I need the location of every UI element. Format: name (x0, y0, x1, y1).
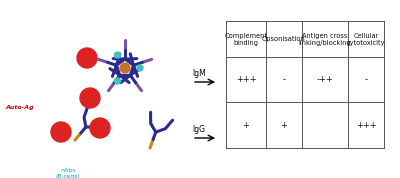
Circle shape (114, 78, 120, 84)
Circle shape (120, 63, 130, 73)
Text: +: + (242, 121, 250, 130)
Text: nAbs
(B-regs): nAbs (B-regs) (56, 168, 80, 178)
Text: Cellular
cytotoxicity: Cellular cytotoxicity (347, 33, 385, 46)
Text: Complement
binding: Complement binding (224, 33, 268, 46)
Text: Opsonisation: Opsonisation (262, 36, 306, 42)
Text: -: - (282, 75, 286, 84)
Circle shape (51, 122, 71, 142)
Text: IgG: IgG (192, 125, 205, 134)
Text: +++: +++ (356, 121, 376, 130)
Circle shape (77, 48, 97, 68)
Circle shape (90, 118, 110, 138)
Circle shape (114, 52, 120, 58)
Text: IgM: IgM (192, 69, 206, 78)
Text: Antigen cross
linking/blocking: Antigen cross linking/blocking (299, 33, 351, 46)
Circle shape (80, 88, 100, 108)
Text: -: - (364, 75, 368, 84)
Text: Auto-Ag: Auto-Ag (5, 106, 34, 111)
Circle shape (137, 65, 143, 71)
Text: +: + (280, 121, 288, 130)
Text: -++: -++ (317, 75, 333, 84)
Text: +++: +++ (236, 75, 256, 84)
